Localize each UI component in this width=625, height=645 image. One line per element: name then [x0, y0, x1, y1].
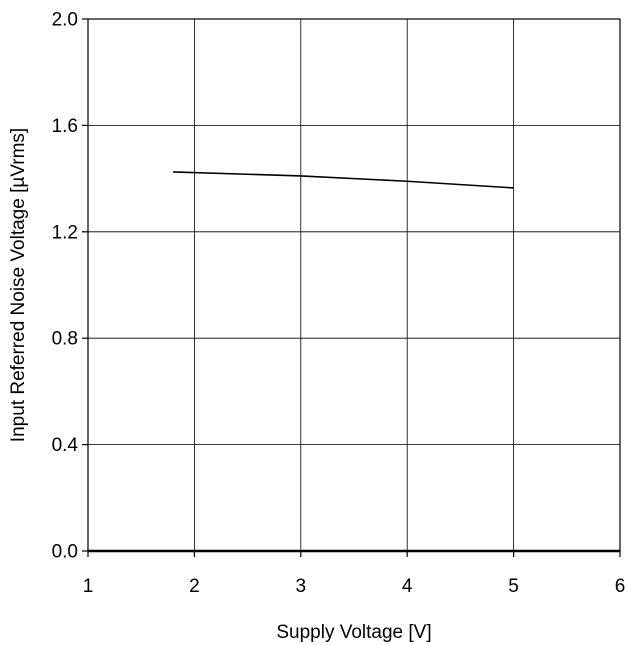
series-line: [173, 171, 514, 189]
y-tick-label: 1.6: [52, 116, 78, 137]
y-axis-title: Input Referred Noise Voltage [µVrms]: [8, 128, 29, 442]
x-tick-label: 4: [402, 576, 413, 597]
x-axis-title: Supply Voltage [V]: [276, 622, 431, 643]
plot-area: [88, 19, 620, 551]
y-tick-label: 0.8: [52, 329, 78, 350]
x-tick-label: 1: [83, 576, 94, 597]
y-tick-label: 0.4: [52, 435, 79, 456]
y-tick-label: 2.0: [52, 10, 78, 31]
x-tick-label: 2: [189, 576, 200, 597]
x-tick-label: 3: [296, 576, 307, 597]
y-tick-label: 0.0: [52, 542, 78, 563]
x-tick-label: 6: [615, 576, 625, 597]
y-tick-label: 1.2: [52, 222, 78, 243]
x-tick-label: 5: [508, 576, 519, 597]
